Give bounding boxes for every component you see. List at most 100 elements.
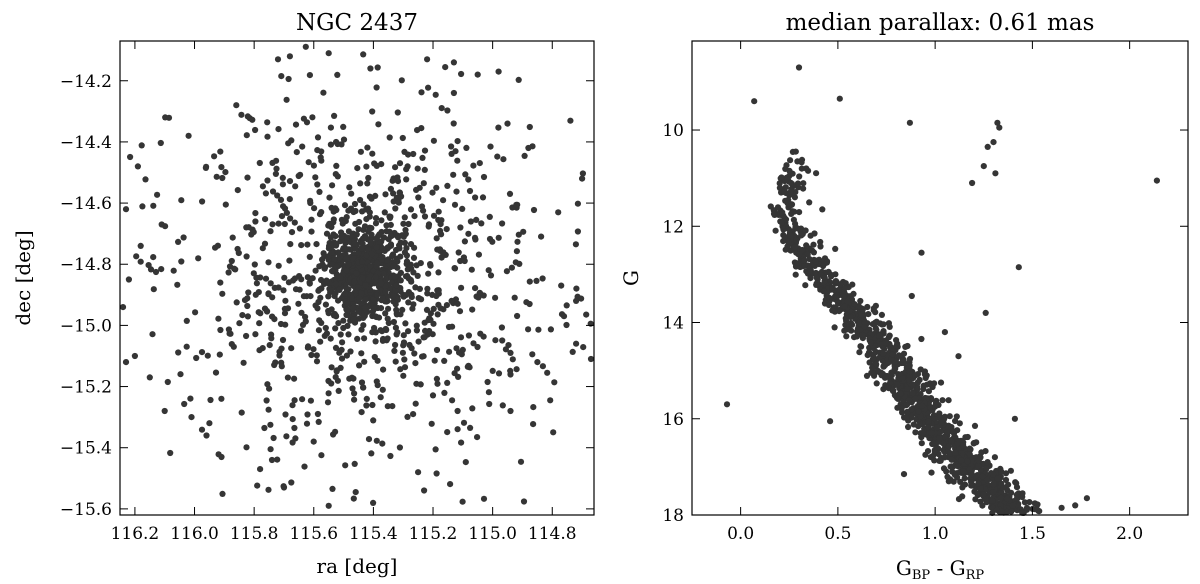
scatter-point: [340, 136, 348, 143]
scatter-point: [180, 234, 187, 241]
cmd-point: [858, 343, 865, 350]
scatter-point: [392, 205, 399, 212]
scatter-point: [286, 178, 294, 185]
scatter-point: [384, 315, 391, 322]
scatter-point: [297, 327, 305, 334]
scatter-point: [402, 292, 410, 299]
scatter-point: [161, 407, 168, 415]
scatter-point: [520, 228, 527, 235]
cmd-point: [1034, 501, 1041, 508]
scatter-point: [429, 189, 436, 196]
cmd-point: [782, 184, 789, 191]
scatter-point: [175, 238, 182, 245]
cmd-point: [819, 206, 826, 213]
scatter-point: [353, 231, 360, 238]
cmd-point: [798, 165, 805, 172]
scatter-point: [382, 288, 389, 296]
scatter-point: [422, 327, 429, 334]
scatter-point: [350, 495, 357, 502]
scatter-point: [178, 197, 185, 204]
scatter-point: [344, 300, 351, 307]
scatter-point: [474, 71, 481, 78]
scatter-point: [340, 317, 347, 324]
cmd-point: [837, 281, 844, 288]
scatter-point: [363, 402, 370, 409]
scatter-point: [583, 311, 590, 318]
cmd-point: [778, 219, 786, 226]
scatter-point: [236, 320, 243, 327]
scatter-point: [348, 190, 355, 197]
scatter-point: [450, 59, 457, 66]
scatter-point: [455, 373, 462, 380]
cmd-point: [799, 246, 806, 254]
cmd-point: [792, 271, 799, 278]
scatter-point: [217, 279, 224, 286]
scatter-point: [280, 287, 287, 294]
cmd-point: [879, 350, 887, 357]
scatter-point: [368, 250, 375, 258]
scatter-point: [269, 159, 276, 166]
scatter-point: [476, 160, 483, 167]
scatter-point: [150, 286, 157, 293]
scatter-point: [401, 364, 409, 371]
scatter-point: [295, 300, 302, 307]
cmd-point: [912, 372, 919, 379]
scatter-point: [282, 411, 289, 418]
scatter-point: [361, 223, 369, 230]
scatter-point: [342, 245, 349, 252]
cmd-point: [904, 385, 911, 392]
scatter-point: [322, 324, 329, 332]
scatter-point: [465, 230, 472, 237]
scatter-point: [298, 242, 305, 249]
scatter-point: [283, 433, 290, 440]
cmd-point: [795, 64, 803, 71]
cmd-point: [791, 244, 799, 251]
scatter-point: [323, 230, 331, 237]
panel2-xlabel-sub-bp: BP: [912, 568, 931, 583]
cmd-point: [933, 424, 941, 431]
scatter-point: [298, 309, 305, 316]
scatter-point: [384, 335, 391, 342]
cmd-point: [947, 476, 954, 483]
scatter-point: [421, 213, 429, 220]
scatter-point: [330, 208, 337, 215]
cmd-point: [873, 326, 880, 333]
scatter-point: [405, 328, 412, 335]
panel1-ytick-label: −14.8: [60, 255, 112, 275]
cmd-point: [891, 392, 899, 399]
scatter-point: [342, 255, 350, 262]
scatter-point: [413, 322, 420, 329]
scatter-point: [282, 297, 289, 304]
scatter-point: [311, 205, 318, 212]
scatter-point: [345, 261, 352, 269]
scatter-point: [212, 244, 219, 251]
scatter-point: [427, 262, 434, 269]
scatter-point: [498, 324, 505, 331]
scatter-point: [268, 331, 275, 338]
cmd-point: [1000, 484, 1007, 491]
scatter-point: [558, 282, 565, 289]
cmd-point: [945, 397, 952, 404]
scatter-point: [307, 199, 314, 207]
cmd-point: [964, 433, 971, 441]
scatter-point: [410, 269, 417, 276]
scatter-point: [569, 348, 576, 355]
scatter-point: [185, 132, 192, 139]
scatter-point: [454, 426, 461, 433]
cmd-point: [801, 262, 808, 269]
scatter-point: [325, 293, 332, 300]
scatter-point: [330, 216, 337, 223]
scatter-point: [315, 287, 322, 294]
scatter-point: [434, 311, 441, 318]
cmd-point: [979, 473, 986, 480]
scatter-point: [315, 327, 322, 334]
scatter-point: [119, 304, 127, 311]
scatter-point: [253, 280, 260, 287]
scatter-point: [212, 369, 220, 376]
cmd-point: [794, 225, 801, 232]
cmd-point: [956, 420, 963, 427]
cmd-point: [954, 463, 962, 470]
cmd-point: [880, 321, 887, 328]
scatter-point: [213, 173, 220, 180]
scatter-point: [397, 366, 404, 373]
